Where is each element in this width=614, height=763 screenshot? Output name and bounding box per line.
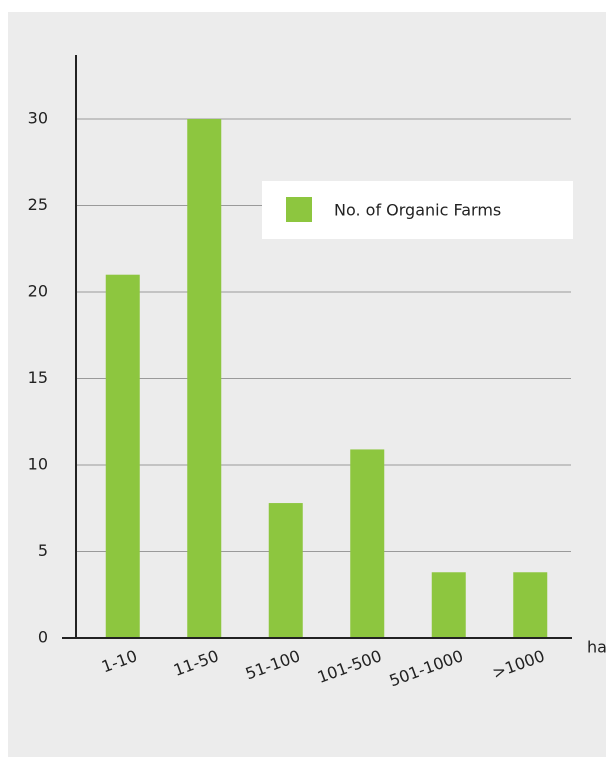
bar — [268, 503, 303, 638]
y-tick-label: 10 — [28, 455, 48, 474]
panel — [8, 12, 606, 757]
y-tick-label: 20 — [28, 282, 48, 301]
legend-box — [262, 181, 573, 239]
y-tick-label: 15 — [28, 368, 48, 387]
legend-swatch — [286, 197, 312, 222]
bar — [187, 119, 222, 638]
y-tick-label: 5 — [38, 541, 48, 560]
bar — [105, 274, 140, 638]
y-tick-label: 30 — [28, 109, 48, 128]
bar — [431, 572, 466, 638]
legend-label: No. of Organic Farms — [334, 201, 501, 220]
bar — [513, 572, 548, 638]
y-tick-label: 25 — [28, 195, 48, 214]
bar — [350, 449, 385, 638]
y-tick-label: 0 — [38, 628, 48, 647]
x-axis-label: ha — [587, 638, 607, 657]
